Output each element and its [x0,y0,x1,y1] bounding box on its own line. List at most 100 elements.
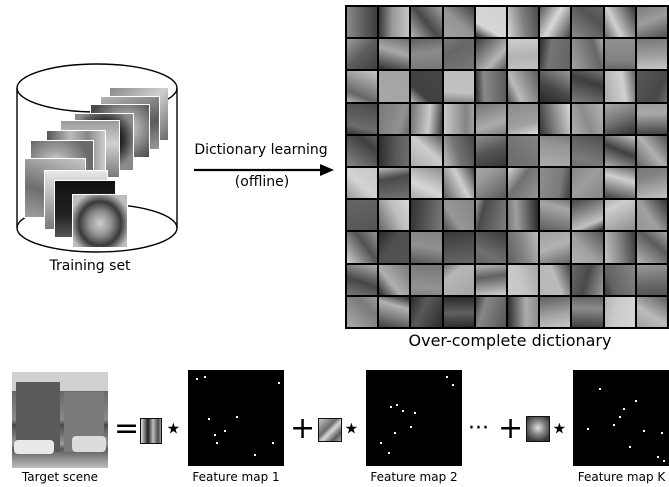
dictionary-atom [636,103,667,134]
plus-sign-1: + [290,411,316,446]
arrow-right-icon [194,164,334,176]
feature-map-activation [272,442,274,444]
dictionary-atom [347,103,378,134]
feature-map-activation [613,424,615,426]
feature-map-activation [254,454,256,456]
offline-label: (offline) [234,174,290,190]
dictionary-atom [572,103,603,134]
dictionary-atom [347,168,378,199]
car-shape [72,436,106,452]
dictionary-atom [604,71,635,102]
dictionary-atom [572,232,603,263]
dictionary-atom [572,264,603,295]
feature-map-activation [394,432,396,434]
dictionary-atom [379,7,410,38]
dictionary-atom [508,232,539,263]
dictionary-atom [572,168,603,199]
training-set-label: Training set [49,258,131,274]
dictionary-atom [475,168,506,199]
dictionary-atom [636,168,667,199]
dictionary-atom [475,232,506,263]
dictionary-atom [443,200,474,231]
training-image-boy [72,194,128,248]
dictionary-atom [508,296,539,327]
dictionary-atom [347,232,378,263]
dictionary-atom [379,296,410,327]
feature-map-activation [619,416,621,418]
feature-map-activation [216,442,218,444]
dictionary-atom [508,135,539,166]
dictionary-atom [411,135,442,166]
dictionary-atom [604,200,635,231]
dictionary-atom [475,71,506,102]
feature-map-activation [388,452,390,454]
equals-sign: = [114,411,140,446]
dictionary-atom [475,39,506,70]
feature-map-activation [396,404,398,406]
feature-map-activation [663,460,665,462]
dictionary-atom [540,71,571,102]
dictionary-atom [411,264,442,295]
dictionary-atom [379,232,410,263]
dictionary-grid [345,5,669,329]
dictionary-atom [475,135,506,166]
dictionary-atom [347,200,378,231]
dictionary-atom [379,200,410,231]
dictionary-atom [508,200,539,231]
dictionary-atom [379,103,410,134]
dictionary-atom [443,296,474,327]
feature-map-k [573,370,669,466]
dictionary-atom [508,264,539,295]
dictionary-atom [636,200,667,231]
feature-map-activation [661,432,663,434]
dictionary-atom [572,296,603,327]
dictionary-atom [379,71,410,102]
dictionary-atom [443,135,474,166]
convolution-star-1: ⋆ [164,411,183,446]
feature-map-activation [214,434,216,436]
feature-map-k-label: Feature map K [577,470,666,484]
dictionary-atom [443,71,474,102]
feature-map-activation [657,456,659,458]
training-set-cylinder [8,58,186,258]
feature-map-activation [204,376,206,378]
feature-map-activation [402,410,404,412]
dictionary-atom [347,296,378,327]
feature-map-activation [208,418,210,420]
dictionary-atom [540,39,571,70]
dictionary-atom [636,39,667,70]
dictionary-atom [443,168,474,199]
dictionary-atom [475,103,506,134]
dictionary-atom [411,296,442,327]
dictionary-atom [540,168,571,199]
dictionary-atom [540,232,571,263]
feature-map-activation [587,428,589,430]
dictionary-atom [572,200,603,231]
dictionary-atom [475,296,506,327]
dictionary-atom [347,7,378,38]
dictionary-atom [572,135,603,166]
dictionary-atom [604,232,635,263]
dictionary-atom [540,200,571,231]
feature-map-1-label: Feature map 1 [192,470,280,484]
dictionary-atom [411,39,442,70]
dictionary-atom [540,7,571,38]
dictionary-atom [443,264,474,295]
feature-map-1 [188,370,284,466]
dictionary-atom [347,71,378,102]
dictionary-atom [508,7,539,38]
dictionary-atom-1 [140,418,162,444]
car-shape [14,440,54,454]
feature-map-activation [410,426,412,428]
dictionary-atom [347,264,378,295]
dictionary-atom [379,264,410,295]
dictionary-atom [636,296,667,327]
dictionary-atom [443,103,474,134]
dictionary-atom [411,71,442,102]
feature-map-activation [452,384,454,386]
dictionary-atom [411,232,442,263]
dictionary-atom [636,264,667,295]
plus-sign-2: + [498,411,524,446]
dictionary-atom [604,103,635,134]
dictionary-atom [636,7,667,38]
